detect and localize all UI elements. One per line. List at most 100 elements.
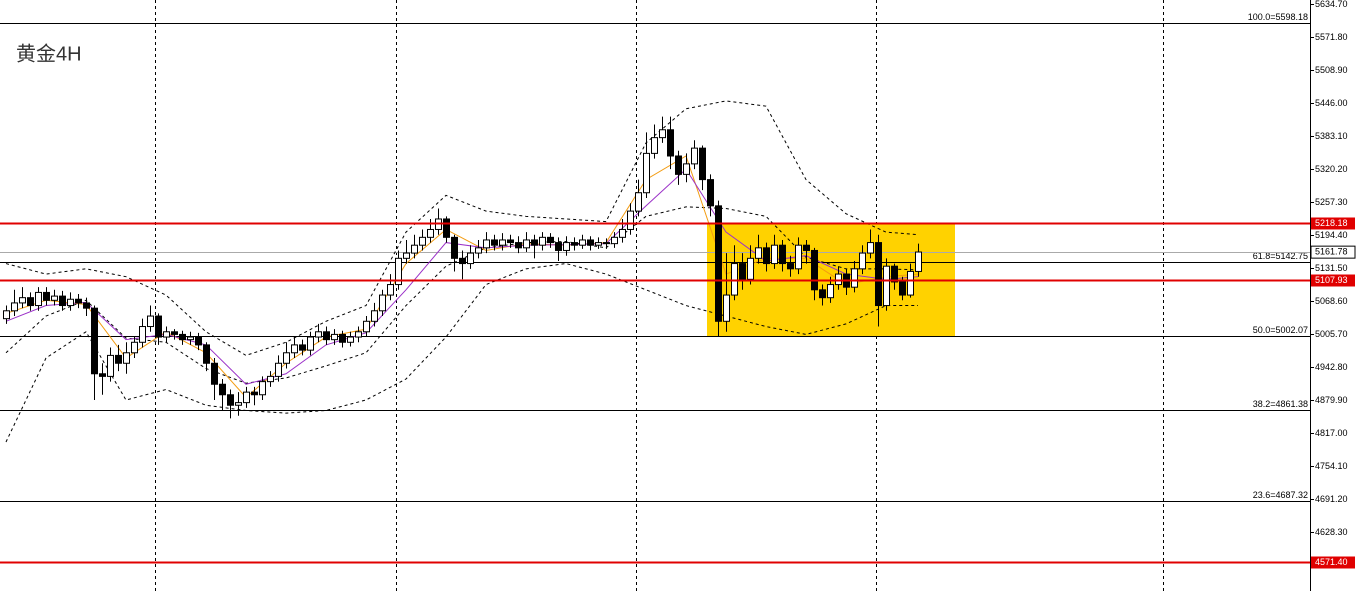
candle-body (547, 236, 554, 244)
candle-body (451, 236, 458, 259)
y-tick-label: 5320.20 (1315, 164, 1348, 174)
candle-body (211, 362, 218, 385)
candle-body (699, 147, 706, 181)
candle-body (771, 244, 778, 265)
candle-body (155, 315, 162, 338)
candle-body (571, 242, 578, 246)
candle-body (523, 239, 530, 249)
candle-body (187, 336, 194, 341)
candle-body (339, 333, 346, 343)
candle-body (411, 244, 418, 254)
candle-body (59, 295, 66, 307)
candle-body (875, 242, 882, 307)
candle-body (443, 218, 450, 238)
candle-body (331, 333, 338, 341)
candle-body (539, 236, 546, 246)
candle-body (835, 273, 842, 286)
candle-body (867, 242, 874, 254)
candle-body (299, 344, 306, 351)
candle-body (643, 152, 650, 194)
candle-body (27, 297, 34, 307)
y-tick-label: 5383.10 (1315, 131, 1348, 141)
y-tick-label: 5131.50 (1315, 263, 1348, 273)
candle-body (35, 291, 42, 307)
candle-body (627, 210, 634, 230)
candle-body (707, 179, 714, 207)
candle-body (683, 163, 690, 175)
candle-body (763, 247, 770, 265)
candle-body (275, 362, 282, 377)
candle-body (587, 239, 594, 246)
candle-body (251, 391, 258, 396)
candle-body (787, 263, 794, 270)
candle-body (755, 247, 762, 259)
candle-body (179, 333, 186, 341)
candle-body (395, 257, 402, 286)
candle-body (99, 373, 106, 377)
candle-body (403, 252, 410, 259)
candle-body (851, 268, 858, 288)
candle-body (595, 242, 602, 246)
candle-body (83, 302, 90, 309)
candle-body (371, 310, 378, 322)
y-tick-label: 4628.30 (1315, 527, 1348, 537)
time-grid (155, 0, 1164, 591)
candle-body (123, 352, 130, 364)
y-tick-label: 4879.90 (1315, 395, 1348, 405)
y-tick-label: 5571.80 (1315, 32, 1348, 42)
candle-body (691, 147, 698, 165)
y-tick-label: 5005.70 (1315, 329, 1348, 339)
bollinger-band (5, 263, 918, 443)
candle-body (115, 354, 122, 364)
y-tick-label: 4817.00 (1315, 428, 1348, 438)
candle-body (531, 239, 538, 246)
candle-body (803, 244, 810, 251)
candle-body (379, 294, 386, 312)
candle-body (915, 251, 922, 272)
candle-body (883, 265, 890, 307)
candle-body (91, 307, 98, 375)
candle-body (427, 228, 434, 238)
current-price-label: 5161.78 (1315, 247, 1348, 257)
candle-body (483, 239, 490, 249)
y-tick-label: 5446.00 (1315, 98, 1348, 108)
candle-body (651, 137, 658, 154)
candle-body (75, 298, 82, 304)
candle-body (419, 236, 426, 246)
candle-body (307, 336, 314, 351)
candle-body (907, 270, 914, 296)
candle-body (731, 263, 738, 296)
candle-body (315, 331, 322, 338)
candle-body (267, 375, 274, 383)
candle-body (827, 284, 834, 299)
candle-body (675, 155, 682, 175)
candle-body (459, 257, 466, 265)
candle-body (515, 242, 522, 249)
candle-body (611, 236, 618, 245)
candle-body (107, 354, 114, 377)
key-level-tag (1311, 556, 1355, 569)
fib-label: 50.0=5002.07 (1253, 325, 1308, 335)
current-price-tag (1310, 245, 1356, 259)
candle-body (147, 315, 154, 328)
candle-body (227, 394, 234, 406)
candle-body (467, 252, 474, 265)
candle-body (283, 352, 290, 364)
candle-body (779, 244, 786, 265)
candle-body (619, 228, 626, 238)
fib-label: 61.8=5142.75 (1253, 251, 1308, 261)
key-level-label: 5218.18 (1315, 218, 1348, 228)
candle-body (163, 331, 170, 338)
candle-body (659, 129, 666, 139)
candle-body (499, 239, 506, 246)
candle-body (43, 291, 50, 301)
candle-body (347, 336, 354, 343)
y-tick-label: 5194.40 (1315, 230, 1348, 240)
candle-body (139, 326, 146, 343)
candle-body (747, 257, 754, 280)
candle-body (507, 239, 514, 244)
candle-body (811, 249, 818, 291)
candle-body (3, 310, 10, 320)
candle-body (195, 336, 202, 346)
